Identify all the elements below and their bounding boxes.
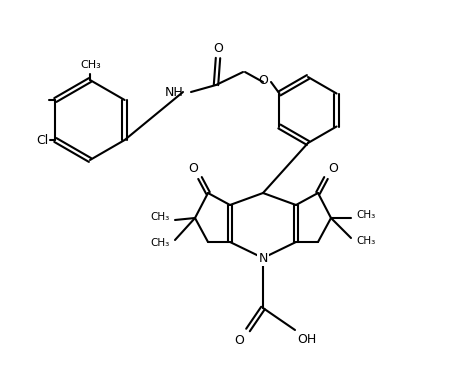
Text: O: O xyxy=(328,162,338,175)
Text: CH₃: CH₃ xyxy=(151,238,170,248)
Text: O: O xyxy=(188,162,198,175)
Text: CH₃: CH₃ xyxy=(80,60,101,70)
Text: OH: OH xyxy=(297,333,316,346)
Text: CH₃: CH₃ xyxy=(151,212,170,222)
Text: O: O xyxy=(213,42,223,55)
Text: CH₃: CH₃ xyxy=(356,236,375,246)
Text: O: O xyxy=(258,73,268,87)
Text: N: N xyxy=(258,251,268,264)
Text: CH₃: CH₃ xyxy=(356,210,375,220)
Text: O: O xyxy=(234,334,244,347)
Text: NH: NH xyxy=(164,85,183,98)
Text: Cl: Cl xyxy=(36,134,48,147)
